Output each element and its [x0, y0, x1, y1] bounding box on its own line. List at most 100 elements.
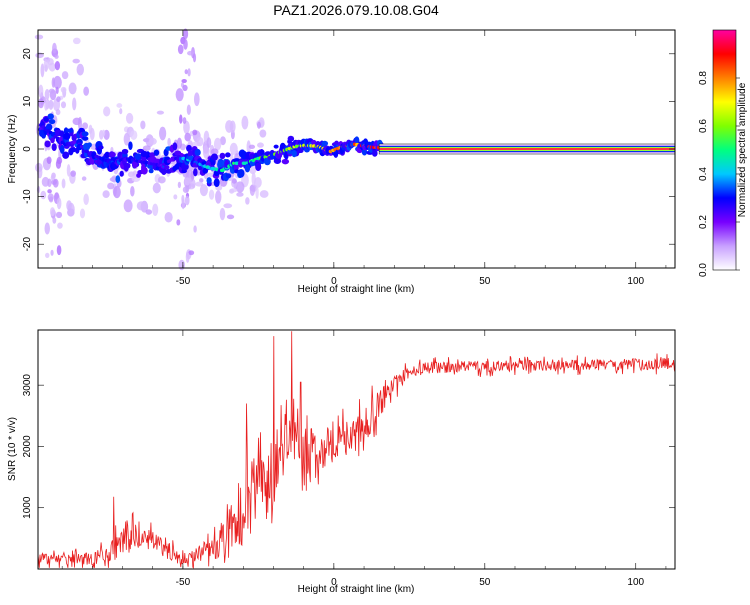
spectrogram-x-tick-label: -50 [176, 276, 191, 287]
spectrogram-cell [187, 50, 194, 56]
spectrogram-cell [56, 156, 63, 165]
spectrogram-cell [61, 71, 69, 80]
spectrogram-cell [179, 114, 183, 124]
spectrogram-cell [134, 153, 142, 161]
spectrogram-cell [202, 145, 210, 159]
spectrogram-y-tick-label: -10 [22, 189, 33, 204]
spectrogram-cell [52, 42, 57, 54]
spectrogram-cell [44, 140, 51, 148]
spectrogram-cell [255, 186, 259, 199]
spectrogram-cell [229, 142, 238, 155]
spectrogram-cell [87, 142, 92, 148]
spectrogram-cell [48, 119, 56, 125]
spectrogram-cell [194, 148, 201, 157]
carrier-line [378, 143, 676, 155]
spectrogram-cell [184, 69, 188, 75]
spectrogram-cell [255, 162, 262, 171]
spectrogram-cell [152, 182, 161, 194]
spectrogram-cell [56, 197, 62, 210]
spectrogram-cell [172, 142, 178, 151]
spectrogram-cell [193, 168, 198, 177]
snr-frame [37, 329, 676, 570]
spectrogram-cell [226, 214, 235, 220]
spectrogram-cell [235, 181, 245, 193]
spectrogram-cell [210, 148, 219, 156]
spectrogram-cell [119, 170, 124, 177]
spectrogram-cell [57, 222, 63, 229]
spectrogram-cell [259, 129, 267, 138]
spectrogram-cell [245, 197, 250, 205]
spectrogram-y-label: Frequency (Hz) [7, 115, 18, 184]
spectrogram-cell [81, 176, 87, 181]
carrier-line-band [379, 148, 675, 150]
colorbar-tick-label: 0.4 [698, 167, 709, 181]
spectrogram-cell [215, 190, 222, 204]
snr-x-tick-label: 50 [479, 577, 491, 588]
spectrogram-cell [61, 178, 66, 189]
spectrogram-x-label: Height of straight line (km) [298, 284, 415, 295]
spectrogram-cell [187, 68, 191, 77]
spectrogram-x-tick-label: 50 [479, 276, 491, 287]
snr-plot-area [38, 330, 675, 569]
spectrogram-cell [145, 209, 153, 215]
spectrogram-cell [67, 202, 75, 217]
spectrogram-cell [175, 88, 184, 102]
spectrogram-cell [54, 54, 59, 59]
spectrogram-cell [273, 144, 279, 149]
spectrogram-cell [259, 190, 269, 198]
spectrogram-cell [153, 149, 160, 156]
spectrogram-cell [231, 178, 237, 184]
snr-y-label: SNR (10 * v/v) [7, 417, 18, 481]
spectrogram-cell [130, 130, 138, 140]
spectrogram-cell [119, 108, 123, 115]
spectrogram-cell [83, 193, 89, 206]
spectrogram-cell [321, 140, 329, 147]
spectrogram-cell [192, 129, 198, 136]
spectrogram-cell [237, 159, 244, 168]
spectrogram-panel: -50 0 50 100 -20 -10 0 10 20 Height of straight… [7, 28, 676, 295]
spectrogram-cell [47, 178, 52, 188]
spectrogram-cell [125, 112, 134, 124]
spectrogram-cell [176, 219, 181, 226]
spectrogram-cell [55, 109, 61, 116]
spectrogram-cell [148, 137, 157, 145]
spectrogram-cell [213, 178, 220, 187]
spectrogram-cell [51, 143, 57, 152]
spectrogram-cell [113, 185, 121, 199]
spectrogram-cell [152, 203, 159, 216]
spectrogram-cell [164, 211, 173, 223]
spectrogram-cell [53, 75, 62, 89]
colorbar-tick-label: 0.6 [698, 119, 709, 133]
spectrogram-cell [220, 136, 226, 146]
spectrogram-cell [140, 166, 148, 175]
spectrogram-cell [76, 63, 84, 76]
spectrogram-cell [59, 144, 65, 154]
spectrogram-cell [70, 170, 77, 177]
spectrogram-cell [82, 122, 89, 130]
spectrogram-cell [173, 194, 178, 200]
spectrogram-cell [121, 148, 129, 155]
spectrogram-cell [281, 158, 290, 165]
spectrogram-cell [52, 217, 57, 224]
spectrogram-cell [123, 199, 133, 213]
spectrogram-cell [40, 63, 45, 78]
spectrogram-cell [81, 136, 89, 141]
spectrogram-cell [54, 60, 61, 71]
spectrogram-cell [56, 245, 62, 256]
spectrogram-cell [104, 151, 110, 159]
spectrogram-cell [69, 147, 77, 153]
spectrogram-cell [182, 84, 188, 92]
spectrogram-cell [60, 86, 67, 93]
snr-series-line [37, 331, 676, 569]
spectrogram-cell [79, 208, 86, 219]
spectrogram-cell [47, 189, 52, 194]
spectrogram-cell [185, 251, 190, 263]
spectrogram-cell [107, 182, 115, 190]
spectrogram-cell [193, 92, 200, 107]
spectrogram-cell [44, 89, 50, 100]
spectrogram-cell [256, 121, 261, 129]
spectrogram-cell [66, 164, 71, 177]
spectrogram-cell [163, 165, 170, 170]
snr-y-tick-label: 3000 [22, 374, 33, 397]
spectrogram-cell [55, 86, 59, 95]
